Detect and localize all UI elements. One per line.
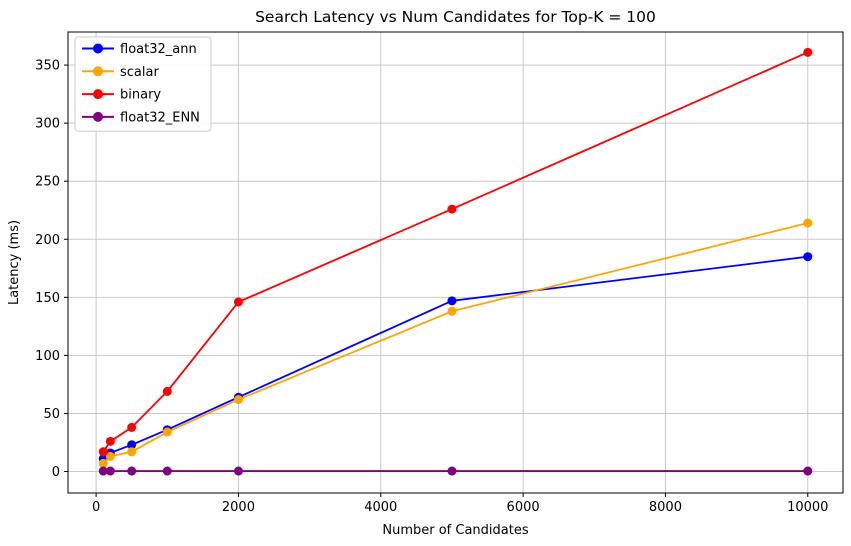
series-marker-float32_ann-2	[127, 440, 137, 450]
series-marker-scalar-2	[127, 447, 137, 457]
series-marker-binary-3	[162, 386, 172, 396]
series-marker-float32_ENN-4	[233, 466, 243, 476]
legend-marker-float32_ENN	[93, 111, 103, 122]
axis-ticks: 0 2000 4000 6000 8000 10000 0 50 100 150 200 250 300…	[35, 59, 828, 515]
series-marker-binary-5	[447, 204, 457, 214]
legend-marker-scalar	[93, 66, 103, 77]
x-tick-label-2: 4000	[364, 500, 397, 515]
x-axis-label: Number of Candidates	[382, 523, 528, 538]
data-series	[98, 47, 813, 476]
plot-border	[67, 31, 844, 494]
series-marker-scalar-0	[98, 458, 108, 468]
series-marker-float32_ENN-2	[127, 466, 137, 476]
series-line-scalar	[102, 222, 808, 465]
legend-box	[74, 36, 212, 132]
series-marker-binary-1	[105, 436, 115, 446]
series-marker-binary-4	[233, 297, 243, 307]
series-marker-scalar-5	[447, 306, 457, 316]
x-tick-label-4: 8000	[649, 500, 682, 515]
x-tick-label-3: 6000	[507, 500, 540, 515]
x-tick-label-0: 0	[92, 500, 100, 515]
series-marker-float32_ENN-0	[98, 466, 108, 476]
y-tick-label-7: 350	[35, 59, 60, 74]
y-tick-label-1: 50	[43, 407, 60, 422]
series-marker-float32_ENN-5	[447, 466, 457, 476]
series-marker-float32_ann-5	[447, 296, 457, 306]
legend-label-scalar: scalar	[120, 65, 159, 80]
series-marker-float32_ENN-3	[162, 466, 172, 476]
legend-label-float32_ENN: float32_ENN	[120, 110, 200, 125]
series-marker-binary-2	[127, 422, 137, 432]
legend-marker-binary	[93, 89, 103, 100]
y-tick-label-5: 250	[35, 175, 60, 190]
y-tick-label-6: 300	[35, 117, 60, 132]
grid-lines	[68, 32, 843, 493]
series-marker-float32_ENN-6	[803, 466, 813, 476]
series-marker-float32_ENN-1	[105, 466, 115, 476]
plot-frame	[67, 31, 844, 494]
legend-marker-float32_ann	[93, 43, 103, 54]
series-line-float32_ann	[102, 255, 808, 460]
series-marker-scalar-4	[233, 395, 243, 405]
x-tick-label-5: 10000	[787, 500, 828, 515]
series-marker-scalar-6	[803, 218, 813, 228]
x-tick-label-1: 2000	[222, 500, 255, 515]
legend-label-binary: binary	[120, 88, 161, 103]
chart-title: Search Latency vs Num Candidates for Top…	[255, 8, 656, 26]
y-tick-label-3: 150	[35, 291, 60, 306]
y-tick-label-0: 0	[52, 465, 60, 480]
series-marker-scalar-3	[162, 427, 172, 437]
series-marker-binary-6	[803, 47, 813, 57]
legend-label-float32_ann: float32_ann	[120, 42, 197, 57]
series-marker-scalar-1	[105, 451, 115, 461]
series-marker-float32_ann-6	[803, 252, 813, 262]
y-tick-label-4: 200	[35, 233, 60, 248]
y-axis-label: Latency (ms)	[7, 220, 22, 305]
series-marker-binary-0	[98, 447, 108, 457]
y-tick-label-2: 100	[35, 349, 60, 364]
